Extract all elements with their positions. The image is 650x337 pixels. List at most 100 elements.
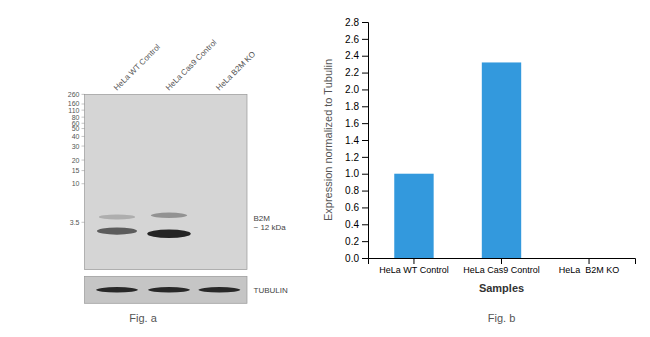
y-tick-label: 0.2: [345, 236, 359, 247]
y-tick-label: 2.6: [345, 34, 359, 45]
ladder-tick: [82, 117, 85, 118]
caption: Fig. a: [129, 312, 157, 324]
y-tick-mark: [362, 191, 368, 192]
bars: [394, 62, 521, 258]
y-tick-mark: [362, 56, 368, 57]
ladder-label: 260: [68, 91, 80, 98]
y-tick-label: 2.4: [345, 50, 359, 61]
x-tick-mark: [413, 258, 414, 264]
blot-band: [198, 287, 240, 292]
y-tick-mark: [362, 207, 368, 208]
blot-band: [97, 227, 137, 234]
y-tick-mark: [362, 174, 368, 175]
y-tick-mark: [362, 224, 368, 225]
x-axis: HeLa WT Control HeLa Cas9 Control HeLa B2M…: [369, 258, 636, 275]
y-tick: 0.4: [345, 219, 368, 230]
ladder-label: 10: [72, 180, 80, 187]
caption: Fig. b: [488, 312, 516, 324]
y-tick-mark: [362, 157, 368, 158]
y-tick: 2.4: [345, 50, 368, 61]
sample-label: HeLa B2M KO: [214, 50, 257, 93]
y-tick-mark: [362, 73, 368, 74]
blot-band: [151, 213, 187, 218]
y-tick: 1.0: [345, 168, 368, 179]
ladder-tick: [82, 146, 85, 147]
blot-band: [96, 287, 138, 292]
y-tick-mark: [362, 106, 368, 107]
y-tick: 0.6: [345, 202, 368, 213]
blot-panel: [85, 94, 248, 269]
x-tick-label: HeLa B2M KO: [559, 265, 620, 275]
tubulin-annotation: TUBULIN: [254, 286, 288, 295]
y-tick-label: 0.4: [345, 219, 359, 230]
y-tick-label: 0.0: [345, 253, 359, 264]
x-tick-label: HeLa Cas9 Control: [463, 265, 540, 275]
blot-band: [147, 229, 191, 237]
x-tick: HeLa Cas9 Control: [463, 258, 540, 275]
x-tick-mark: [501, 258, 502, 264]
y-tick: 2.2: [345, 67, 368, 78]
y-tick-mark: [362, 258, 368, 259]
x-tick: HeLa WT Control: [379, 258, 448, 275]
y-tick: 2.6: [345, 34, 368, 45]
blot-band: [148, 287, 190, 292]
y-tick-mark: [362, 241, 368, 242]
blot-band: [99, 215, 135, 220]
y-tick-label: 2.0: [345, 84, 359, 95]
y-tick-mark: [362, 123, 368, 124]
y-tick-label: 0.6: [345, 202, 359, 213]
x-axis-line: [369, 259, 636, 265]
tubulin-panel: [85, 276, 248, 303]
ladder-tick: [82, 110, 85, 111]
y-tick-mark: [362, 140, 368, 141]
y-axis-title: Expression normalized to Tubulin: [322, 59, 334, 221]
bar: [569, 258, 608, 259]
y-tick: 0.2: [345, 236, 368, 247]
ladder-label: 15: [72, 167, 80, 174]
ladder-tick: [82, 103, 85, 104]
ladder-tick: [82, 123, 85, 124]
western-blot: 26016011080605040302015103.5HeLa WT Cont…: [68, 38, 288, 304]
y-tick-mark: [362, 39, 368, 40]
bar: [394, 174, 433, 258]
ladder-tick: [82, 128, 85, 129]
y-tick-label: 1.8: [345, 101, 359, 112]
y-axis: 0.0 0.2 0.4 0.6 0.8 1.0 1.2 1.4 1.6 1.8 2.0 2.2 2.4 2…: [345, 17, 368, 264]
x-tick-label: HeLa WT Control: [379, 265, 448, 275]
y-tick-label: 1.6: [345, 118, 359, 129]
sample-label: HeLa Cas9 Control: [164, 38, 219, 93]
y-tick: 0.0: [345, 253, 368, 264]
y-tick: 1.4: [345, 135, 368, 146]
y-tick-label: 2.2: [345, 67, 359, 78]
ladder-label: 40: [72, 133, 80, 140]
y-tick: 1.8: [345, 101, 368, 112]
x-axis-title: Samples: [479, 282, 524, 294]
ladder-tick: [82, 160, 85, 161]
y-tick-label: 1.4: [345, 135, 359, 146]
ladder-label: 110: [68, 107, 79, 114]
x-tick-mark: [589, 258, 590, 264]
y-tick: 1.6: [345, 118, 368, 129]
b2m-annotation: B2M~ 12 kDa: [254, 214, 287, 233]
chart: 26016011080605040302015103.5HeLa WT Cont…: [0, 0, 650, 337]
y-tick-mark: [362, 89, 368, 90]
ladder-tick: [82, 170, 85, 171]
bar: [482, 62, 521, 258]
ladder-tick: [82, 183, 85, 184]
y-tick: 1.2: [345, 152, 368, 163]
y-tick-mark: [362, 22, 368, 23]
x-tick: HeLa B2M KO: [559, 258, 620, 275]
y-tick: 2.0: [345, 84, 368, 95]
y-tick: 2.8: [345, 17, 368, 28]
y-axis-line: [362, 23, 369, 259]
ladder-tick: [82, 222, 85, 223]
ladder-tick: [82, 94, 85, 95]
ladder-label: 3.5: [70, 219, 80, 226]
ladder-tick: [82, 136, 85, 137]
y-tick: 0.8: [345, 185, 368, 196]
ladder-label: 20: [72, 157, 80, 164]
y-tick-label: 1.2: [345, 152, 359, 163]
ladder-label: 50: [72, 125, 80, 132]
y-tick-label: 2.8: [345, 17, 359, 28]
y-tick-label: 0.8: [345, 185, 359, 196]
